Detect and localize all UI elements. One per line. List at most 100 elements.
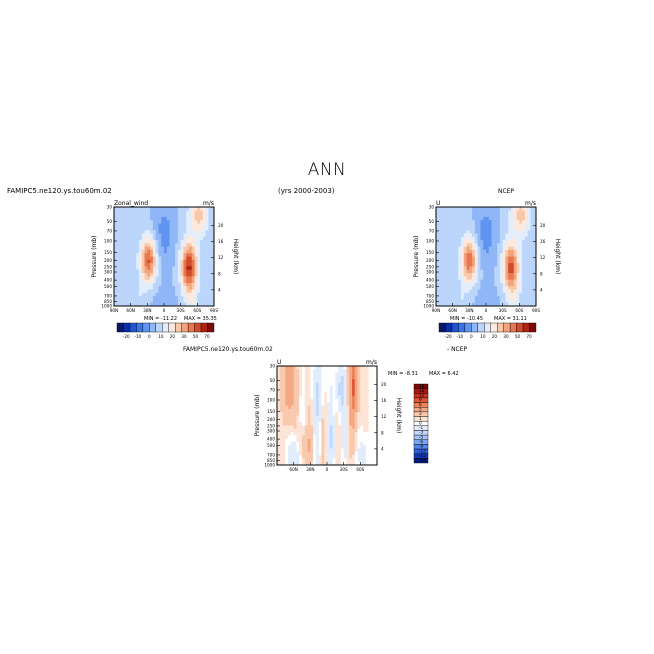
- max-label: MAX = 35.35: [184, 316, 217, 322]
- x-tick-label: 0: [163, 308, 166, 313]
- colorbar-label: -9: [419, 444, 424, 449]
- y-right-tick-label: 16: [540, 239, 546, 244]
- colorbar-swatch: [451, 322, 459, 333]
- colorbar-label: 30: [181, 334, 187, 339]
- colorbar-label: 10: [480, 334, 486, 339]
- y-right-tick-label: 12: [218, 255, 224, 260]
- colorbar-label: 3: [419, 411, 422, 416]
- colorbar-swatch: [181, 322, 189, 333]
- y-right-tick-label: 8: [218, 271, 221, 276]
- colorbar-swatch: [471, 322, 479, 333]
- colorbar-label: -5: [419, 434, 424, 439]
- y-right-tick-label: 8: [540, 271, 543, 276]
- colorbar-swatch: [168, 322, 176, 333]
- y-right-axis-title: Height (km): [395, 398, 402, 434]
- y-right-tick-label: 4: [381, 446, 384, 451]
- difference-field: [277, 366, 378, 466]
- x-tick-label: 30N: [143, 308, 151, 313]
- y-tick-label: 150: [426, 250, 434, 255]
- colorbar-swatch: [490, 322, 498, 333]
- colorbar-label: -15: [419, 453, 426, 458]
- colorbar-swatch: [529, 322, 537, 333]
- colorbar-swatch: [149, 322, 156, 333]
- y-tick-label: 400: [267, 437, 275, 442]
- min-label: MIN = -11.22: [144, 316, 177, 322]
- y-tick-label: 70: [107, 229, 113, 234]
- y-tick-label: 50: [107, 219, 113, 224]
- y-tick-label: 30: [107, 205, 113, 210]
- colorbar-swatch: [503, 322, 511, 333]
- y-tick-label: 30: [429, 205, 435, 210]
- colorbar-label: 70: [526, 334, 532, 339]
- x-tick-label: 30S: [177, 308, 185, 313]
- obs-field: [436, 207, 537, 307]
- y-tick-label: 100: [104, 239, 112, 244]
- y-tick-label: 100: [267, 398, 275, 403]
- x-tick-label: 90N: [432, 308, 440, 313]
- colorbar-swatch: [194, 322, 202, 333]
- x-tick-label: 30N: [306, 467, 314, 472]
- colorbar-label: 12: [419, 393, 425, 398]
- max-label: MAX = 6.42: [429, 371, 459, 377]
- x-tick-label: 90S: [532, 308, 540, 313]
- y-tick-label: 200: [104, 258, 112, 263]
- colorbar-label: 30: [503, 334, 509, 339]
- difference-header: FAMIPC5.ne120.ys.tou60m.02: [183, 346, 273, 353]
- y-tick-label: 150: [104, 250, 112, 255]
- colorbar-label: -18: [419, 458, 426, 463]
- y-tick-label: 1000: [423, 304, 434, 309]
- y-right-tick-label: 20: [381, 382, 387, 387]
- colorbar-swatch: [445, 322, 453, 333]
- y-tick-label: 1000: [264, 463, 275, 468]
- colorbar-swatch: [187, 322, 195, 333]
- min-label: MIN = -8.31: [388, 371, 418, 377]
- y-tick-label: 850: [426, 299, 434, 304]
- y-tick-label: 200: [267, 417, 275, 422]
- x-tick-label: 60S: [515, 308, 523, 313]
- colorbar-label: 0: [419, 420, 422, 425]
- min-label: MIN = -10.45: [450, 316, 483, 322]
- y-right-tick-label: 16: [381, 398, 387, 403]
- panel-title-left: U: [436, 200, 440, 207]
- y-tick-label: 250: [104, 264, 112, 269]
- colorbar-label: 50: [515, 334, 521, 339]
- obs-colorbar: [438, 322, 537, 333]
- colorbar-label: 0: [470, 334, 473, 339]
- colorbar-swatch: [123, 322, 131, 333]
- colorbar-swatch: [484, 322, 491, 333]
- colorbar-label: -3: [419, 430, 424, 435]
- x-tick-label: 60N: [289, 467, 297, 472]
- colorbar-swatch: [155, 322, 163, 333]
- y-tick-label: 50: [429, 219, 435, 224]
- y-tick-label: 250: [426, 264, 434, 269]
- colorbar-label: 20: [170, 334, 176, 339]
- colorbar-swatch: [509, 322, 517, 333]
- x-tick-label: 60S: [356, 467, 364, 472]
- y-right-tick-label: 8: [381, 430, 384, 435]
- y-right-tick-label: 16: [218, 239, 224, 244]
- y-tick-label: 700: [426, 294, 434, 299]
- y-tick-label: 850: [267, 458, 275, 463]
- colorbar-label: -1: [419, 425, 424, 430]
- colorbar-label: -10: [134, 334, 141, 339]
- colorbar-swatch: [477, 322, 485, 333]
- y-tick-label: 300: [426, 270, 434, 275]
- y-tick-label: 700: [104, 294, 112, 299]
- y-tick-label: 500: [104, 284, 112, 289]
- panel-units: m/s: [203, 200, 214, 207]
- colorbar-label: -20: [123, 334, 130, 339]
- x-tick-label: 30S: [340, 467, 348, 472]
- y-axis-title: Pressure (mb): [254, 395, 261, 437]
- y-tick-label: 700: [267, 453, 275, 458]
- colorbar-label: 50: [193, 334, 199, 339]
- colorbar-label: -20: [445, 334, 452, 339]
- panel-title-left: U: [277, 359, 281, 366]
- panel-units: m/s: [366, 359, 377, 366]
- panel-title-left: Zonal_wind: [114, 200, 148, 207]
- x-tick-label: 60S: [193, 308, 201, 313]
- colorbar-swatch: [174, 322, 182, 333]
- colorbar-label: 15: [419, 388, 425, 393]
- colorbar-swatch: [129, 322, 137, 333]
- max-label: MAX = 31.11: [494, 316, 527, 322]
